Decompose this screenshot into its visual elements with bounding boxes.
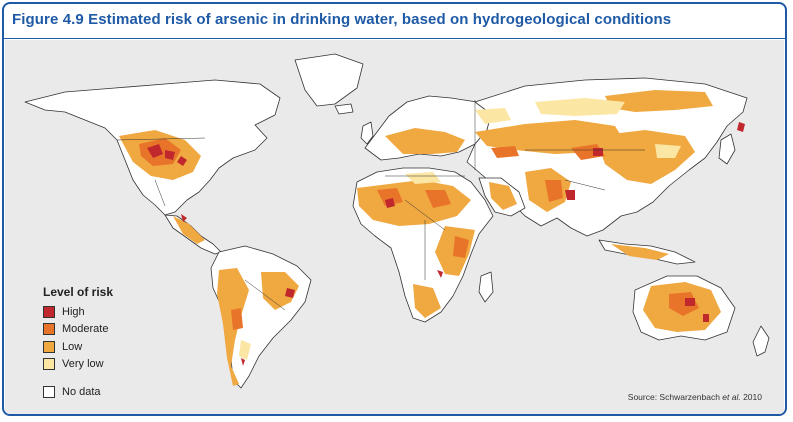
risk-low-areas bbox=[119, 90, 721, 386]
risk-very-low-areas bbox=[239, 98, 681, 360]
uk bbox=[360, 121, 374, 145]
source-etal: et al. bbox=[722, 392, 741, 402]
world-map: Level of risk High Moderate Low Very low… bbox=[5, 40, 784, 414]
greenland bbox=[294, 53, 364, 107]
title-bar: Figure 4.9 Estimated risk of arsenic in … bbox=[4, 4, 785, 39]
legend-title: Level of risk bbox=[43, 285, 114, 299]
new-zealand bbox=[752, 325, 770, 357]
iceland bbox=[334, 103, 354, 115]
legend-label-moderate: Moderate bbox=[62, 323, 109, 336]
legend-label-high: High bbox=[62, 305, 85, 318]
japan bbox=[718, 133, 736, 165]
figure-frame: Figure 4.9 Estimated risk of arsenic in … bbox=[2, 2, 787, 416]
legend-label-no-data: No data bbox=[62, 385, 101, 398]
map-svg bbox=[24, 53, 770, 389]
legend-swatch-no-data bbox=[43, 385, 55, 398]
source-note: Source: Schwarzenbach et al. 2010 bbox=[628, 392, 762, 402]
legend-item-high: High bbox=[43, 303, 113, 321]
legend-label-low: Low bbox=[62, 340, 83, 353]
legend-item-no-data: No data bbox=[43, 383, 113, 401]
legend-item-very-low: Very low bbox=[43, 356, 113, 374]
legend-swatch-low bbox=[43, 340, 55, 353]
legend-swatch-high bbox=[43, 305, 55, 318]
risk-areas bbox=[119, 90, 745, 386]
madagascar bbox=[478, 271, 494, 303]
legend-swatch-very-low bbox=[43, 358, 55, 371]
source-prefix: Source: Schwarzenbach bbox=[627, 392, 723, 402]
figure-title: Figure 4.9 Estimated risk of arsenic in … bbox=[12, 11, 672, 28]
legend-label-very-low: Very low bbox=[62, 358, 104, 371]
country-borders bbox=[116, 100, 645, 311]
legend-item-low: Low bbox=[43, 338, 113, 356]
legend-swatch-moderate bbox=[43, 323, 55, 336]
map-legend: Level of risk High Moderate Low Very low… bbox=[43, 285, 113, 401]
legend-item-moderate: Moderate bbox=[43, 321, 113, 339]
source-year: 2010 bbox=[740, 392, 762, 402]
